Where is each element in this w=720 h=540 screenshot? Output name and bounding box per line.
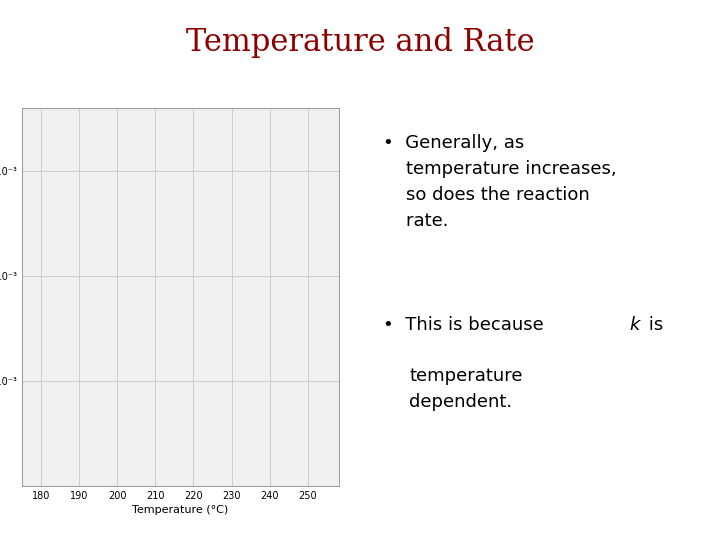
Text: k: k bbox=[629, 316, 640, 334]
X-axis label: Temperature (°C): Temperature (°C) bbox=[132, 505, 228, 515]
Text: Temperature and Rate: Temperature and Rate bbox=[186, 27, 534, 58]
Text: •  This is because: • This is because bbox=[383, 316, 550, 334]
Text: •  Generally, as
    temperature increases,
    so does the reaction
    rate.: • Generally, as temperature increases, s… bbox=[383, 134, 617, 230]
Text: temperature
dependent.: temperature dependent. bbox=[409, 367, 523, 410]
Text: is: is bbox=[642, 316, 663, 334]
